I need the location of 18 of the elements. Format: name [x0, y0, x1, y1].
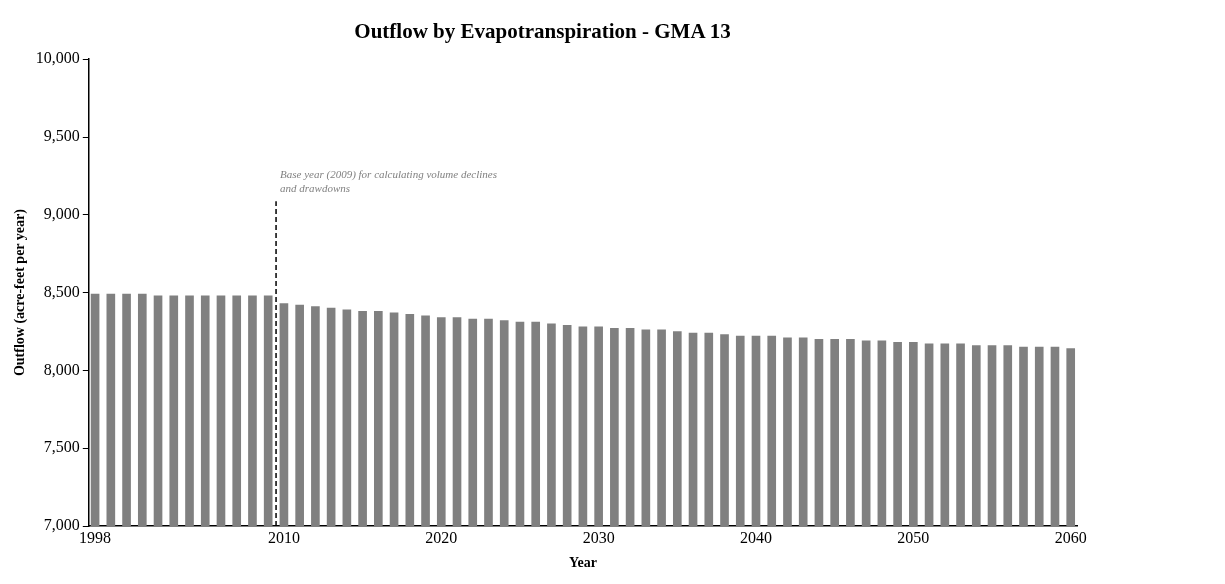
x-tick-label: 2010: [267, 528, 300, 546]
x-tick-label: 2040: [739, 528, 772, 546]
y-tick-label: 7,000: [43, 516, 80, 534]
y-axis-title: Outflow (acre-feet per year): [12, 208, 29, 377]
x-axis-title: Year: [568, 555, 597, 571]
x-tick-label: 2060: [1054, 528, 1087, 546]
x-tick-label: 1998: [79, 528, 112, 546]
y-tick-label: 9,500: [43, 127, 80, 145]
y-tick-label: 7,500: [43, 438, 80, 456]
y-tick-label: 9,000: [43, 205, 80, 222]
ref-line-label: Base year (2009) for calculating volume declines and drawdowns: [280, 167, 497, 194]
y-tick-label: 8,000: [43, 360, 80, 378]
y-tick-label: 10,000: [35, 49, 80, 67]
x-tick-label: 2020: [425, 528, 458, 546]
y-tick-label: 8,500: [43, 282, 80, 300]
x-tick-label: 2030: [582, 528, 615, 546]
chart-title: Outflow by Evapotranspiration - GMA 13: [354, 19, 731, 44]
x-tick-label: 2050: [897, 528, 930, 546]
